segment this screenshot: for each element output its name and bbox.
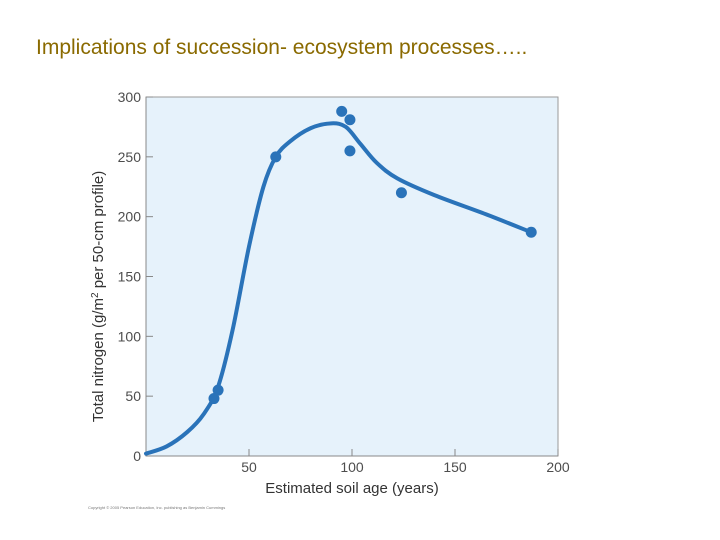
- copyright-credit: Copyright © 2005 Pearson Education, Inc.…: [88, 505, 225, 510]
- x-tick-label: 150: [443, 459, 467, 475]
- y-tick-label: 50: [125, 388, 141, 404]
- x-axis-label: Estimated soil age (years): [265, 480, 438, 497]
- trend-curve: [144, 121, 534, 456]
- data-point: [208, 393, 220, 405]
- y-tick-label: 200: [118, 209, 142, 225]
- data-point: [270, 151, 282, 163]
- data-point: [344, 145, 356, 157]
- data-point: [336, 105, 348, 117]
- data-point: [344, 114, 356, 126]
- tick-labels: 0 50 100 150 200 250 300 50 100 150 200: [118, 89, 570, 475]
- data-point: [525, 226, 537, 238]
- y-tick-label: 300: [118, 89, 142, 105]
- x-tick-label: 50: [241, 459, 257, 475]
- y-tick-label: 150: [118, 269, 142, 285]
- data-point: [212, 384, 224, 396]
- slide-title: Implications of succession- ecosystem pr…: [36, 36, 528, 59]
- y-axis-label: Total nitrogen (g/m2 per 50-cm profile): [90, 171, 107, 423]
- data-point: [395, 187, 407, 199]
- data-points: [208, 105, 537, 405]
- y-tick-label: 250: [118, 149, 142, 165]
- x-tick-label: 200: [546, 459, 570, 475]
- y-tick-label: 0: [133, 448, 141, 464]
- x-tick-label: 100: [340, 459, 364, 475]
- y-tick-label: 100: [118, 328, 142, 344]
